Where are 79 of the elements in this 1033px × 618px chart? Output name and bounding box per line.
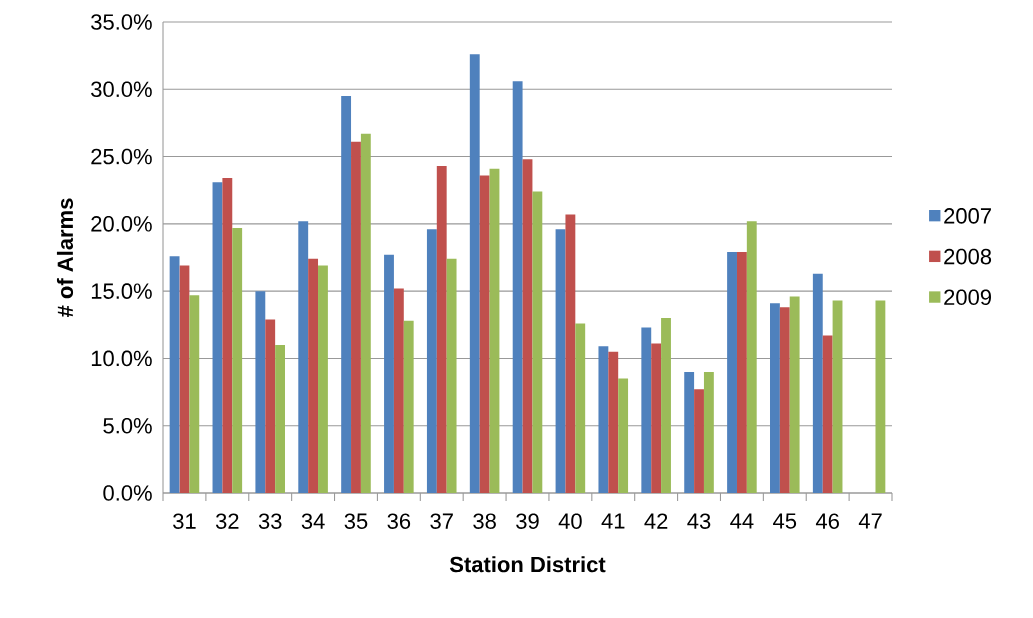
bar [727, 252, 737, 493]
y-tick-label: 5.0% [103, 417, 152, 434]
bar [426, 229, 437, 493]
bar [341, 96, 352, 493]
bar [318, 265, 328, 493]
bar [875, 300, 886, 493]
x-tick-label: 32 [215, 513, 239, 529]
y-tick-label: 35.0% [91, 14, 152, 30]
bar [822, 335, 833, 493]
bar [265, 319, 276, 493]
bar [360, 133, 371, 493]
x-tick-label: 47 [858, 513, 882, 529]
x-tick-label: 43 [687, 513, 711, 529]
x-tick-label: 38 [473, 513, 496, 529]
bar [641, 327, 652, 493]
bar [684, 371, 695, 493]
bar [736, 252, 747, 493]
bar [351, 141, 361, 493]
y-tick-label: 0.0% [103, 485, 152, 501]
x-tick-label: 46 [815, 513, 839, 529]
x-tick-label: 34 [301, 513, 325, 529]
legend-label: 2007 [944, 208, 991, 224]
bar [446, 258, 457, 493]
x-tick-label: 41 [601, 513, 625, 529]
bar [232, 227, 243, 493]
bar [255, 291, 266, 493]
bar [608, 351, 619, 493]
bar [779, 307, 790, 493]
x-tick-label: 45 [773, 513, 797, 529]
bar [618, 378, 629, 493]
bar [694, 389, 704, 493]
bar [189, 295, 200, 493]
bar [651, 343, 662, 493]
x-tick-label: 35 [344, 513, 368, 529]
x-tick-label: 37 [430, 513, 453, 529]
x-tick-label: 39 [516, 513, 539, 529]
x-tick-label: 33 [258, 513, 282, 529]
bar [489, 168, 500, 493]
bar [393, 288, 404, 493]
bar [565, 214, 576, 493]
bar [598, 346, 609, 493]
bar [179, 265, 190, 493]
bar [512, 81, 523, 493]
bar [789, 296, 800, 493]
bar [746, 221, 757, 493]
legend-label: 2008 [944, 248, 992, 265]
bar [403, 320, 414, 493]
bar [770, 303, 780, 493]
x-axis-title: Station District [449, 556, 606, 573]
bar [479, 175, 490, 493]
x-tick-label: 44 [730, 513, 754, 529]
bar [832, 300, 843, 493]
bar [384, 254, 394, 493]
x-tick-label: 36 [387, 513, 411, 529]
y-axis-title: # of Alarms [56, 198, 74, 318]
bar [812, 273, 823, 493]
bar [575, 323, 586, 493]
bar [212, 182, 223, 493]
y-tick-label: 15.0% [91, 283, 152, 299]
y-tick-label: 20.0% [91, 216, 152, 232]
bar [169, 256, 180, 493]
y-tick-label: 30.0% [91, 81, 152, 98]
bar [703, 371, 714, 493]
x-tick-label: 42 [644, 513, 668, 529]
bar [661, 318, 671, 493]
bar [298, 221, 309, 493]
y-tick-label: 25.0% [91, 148, 152, 165]
x-tick-label: 40 [558, 513, 582, 529]
bar [436, 165, 447, 493]
y-tick-label: 10.0% [91, 350, 152, 367]
bar [275, 344, 286, 493]
legend-label: 2009 [944, 289, 991, 306]
x-tick-label: 31 [173, 513, 196, 529]
bar [532, 191, 543, 493]
bar [469, 54, 480, 493]
bar [222, 178, 233, 493]
bar [308, 258, 319, 493]
bar [522, 159, 533, 493]
bar [555, 229, 566, 493]
